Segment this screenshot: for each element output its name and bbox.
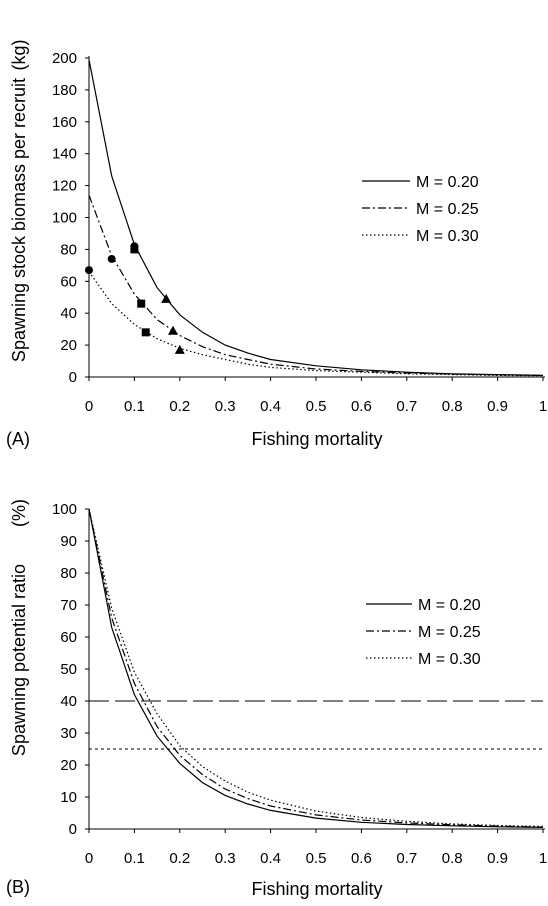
panel-b-plot-area bbox=[88, 508, 544, 828]
panel-b: 0 10 20 30 40 50 60 70 80 90 100 0 0.1 0.2 0.3 0.4 0.5 0.… bbox=[6, 499, 547, 899]
panel-b-y-tick-label-7: 70 bbox=[60, 597, 77, 614]
panel-a-x-tick-label-6: 0.6 bbox=[351, 398, 372, 415]
panel-b-y-tick-label-0: 0 bbox=[69, 821, 77, 838]
panel-b-y-tick-label-5: 50 bbox=[60, 661, 77, 678]
panel-a-y-tick-label-6: 120 bbox=[52, 178, 77, 195]
panel-a-y-tick-label-4: 80 bbox=[60, 241, 77, 258]
panel-a-marker-triangle-2 bbox=[174, 344, 185, 354]
panel-a-y-tick-label-2: 40 bbox=[60, 305, 77, 322]
panel-b-legend-label-2: M = 0.25 bbox=[418, 624, 481, 641]
panel-b-series-line-1 bbox=[88, 508, 544, 828]
panel-a-plot-area bbox=[85, 59, 544, 377]
panel-a-x-tick-label-10: 1 bbox=[539, 398, 547, 415]
panel-b-x-tick-label-7: 0.7 bbox=[396, 850, 417, 867]
panel-a: 0 20 40 60 80 100 120 140 160 180 200 0 0.1 0.2 0.3 0.4… bbox=[6, 40, 547, 450]
panel-b-ticks: 0 10 20 30 40 50 60 70 80 90 100 0 0.1 0.2 0.3 0.4 0.5 0.… bbox=[52, 501, 547, 867]
panel-a-y-tick-label-3: 60 bbox=[60, 273, 77, 290]
panel-b-y-tick-label-8: 80 bbox=[60, 565, 77, 582]
panel-b-x-tick-label-0: 0 bbox=[85, 850, 93, 867]
panel-a-x-tick-label-2: 0.2 bbox=[169, 398, 190, 415]
panel-a-y-tick-label-0: 0 bbox=[69, 369, 77, 386]
panel-a-marker-triangle-0 bbox=[161, 293, 172, 303]
panel-b-x-axis-title: Fishing mortality bbox=[251, 879, 382, 899]
panel-a-series-line-1 bbox=[88, 194, 544, 376]
panel-b-x-tick-label-2: 0.2 bbox=[169, 850, 190, 867]
panel-a-legend-label-3: M = 0.30 bbox=[416, 228, 479, 245]
panel-b-y-tick-label-1: 10 bbox=[60, 789, 77, 806]
panel-a-y-tick-label-1: 20 bbox=[60, 337, 77, 354]
panel-b-y-tick-label-3: 30 bbox=[60, 725, 77, 742]
panel-b-y-tick-label-6: 60 bbox=[60, 629, 77, 646]
panel-a-legend-label-1: M = 0.20 bbox=[416, 174, 479, 191]
panel-b-y-tick-label-2: 20 bbox=[60, 757, 77, 774]
panel-b-y-tick-label-4: 40 bbox=[60, 693, 77, 710]
panel-a-y-tick-label-5: 100 bbox=[52, 210, 77, 227]
panel-b-y-tick-label-10: 100 bbox=[52, 501, 77, 518]
panel-a-y-tick-label-8: 160 bbox=[52, 114, 77, 131]
panel-a-marker-triangle-1 bbox=[167, 325, 178, 335]
panel-b-x-tick-label-5: 0.5 bbox=[306, 850, 327, 867]
panel-a-y-tick-label-7: 140 bbox=[52, 146, 77, 163]
panel-a-x-tick-label-0: 0 bbox=[85, 398, 93, 415]
panel-b-y-axis-title: Spawning potential ratio bbox=[9, 564, 29, 756]
panel-b-x-tick-label-4: 0.4 bbox=[260, 850, 281, 867]
panel-a-legend: M = 0.20 M = 0.25 M = 0.30 bbox=[362, 174, 479, 245]
panel-b-y-tick-label-9: 90 bbox=[60, 533, 77, 550]
panel-a-y-axis-unit: (kg) bbox=[9, 40, 29, 71]
panel-a-y-axis-title: Spawning stock biomass per recruit bbox=[9, 78, 29, 362]
panel-a-y-tick-label-9: 180 bbox=[52, 82, 77, 99]
panel-b-x-tick-label-9: 0.9 bbox=[487, 850, 508, 867]
panel-b-y-axis-unit: (%) bbox=[9, 499, 29, 527]
panel-b-x-tick-label-8: 0.8 bbox=[442, 850, 463, 867]
panel-b-label: (B) bbox=[6, 877, 30, 897]
panel-a-x-tick-label-4: 0.4 bbox=[260, 398, 281, 415]
panel-a-legend-label-2: M = 0.25 bbox=[416, 201, 479, 218]
panel-a-marker-circle-1 bbox=[107, 254, 116, 263]
panel-a-x-tick-label-8: 0.8 bbox=[442, 398, 463, 415]
panel-a-marker-square-0 bbox=[130, 245, 139, 254]
panel-a-x-tick-label-1: 0.1 bbox=[124, 398, 145, 415]
panel-a-x-tick-label-7: 0.7 bbox=[396, 398, 417, 415]
panel-a-marker-square-1 bbox=[137, 299, 146, 308]
panel-a-ticks: 0 20 40 60 80 100 120 140 160 180 200 0 0.1 0.2 0.3 0.4… bbox=[52, 50, 547, 415]
panel-b-legend-label-3: M = 0.30 bbox=[418, 651, 481, 668]
panel-b-legend-label-1: M = 0.20 bbox=[418, 597, 481, 614]
panel-b-x-tick-label-6: 0.6 bbox=[351, 850, 372, 867]
panel-a-marker-square-2 bbox=[141, 328, 150, 337]
panel-b-x-tick-label-10: 1 bbox=[539, 850, 547, 867]
panel-b-series-line-0 bbox=[88, 508, 544, 828]
panel-b-legend: M = 0.20 M = 0.25 M = 0.30 bbox=[366, 597, 481, 668]
panel-b-series-line-2 bbox=[88, 508, 544, 827]
panel-a-label: (A) bbox=[6, 429, 30, 449]
panel-b-x-tick-label-3: 0.3 bbox=[215, 850, 236, 867]
panel-a-x-tick-label-5: 0.5 bbox=[306, 398, 327, 415]
panel-a-y-tick-label-10: 200 bbox=[52, 50, 77, 67]
panel-b-x-tick-label-1: 0.1 bbox=[124, 850, 145, 867]
panel-a-x-tick-label-9: 0.9 bbox=[487, 398, 508, 415]
panel-a-x-tick-label-3: 0.3 bbox=[215, 398, 236, 415]
panel-a-series-line-2 bbox=[88, 271, 544, 377]
panel-a-x-axis-title: Fishing mortality bbox=[251, 429, 382, 449]
